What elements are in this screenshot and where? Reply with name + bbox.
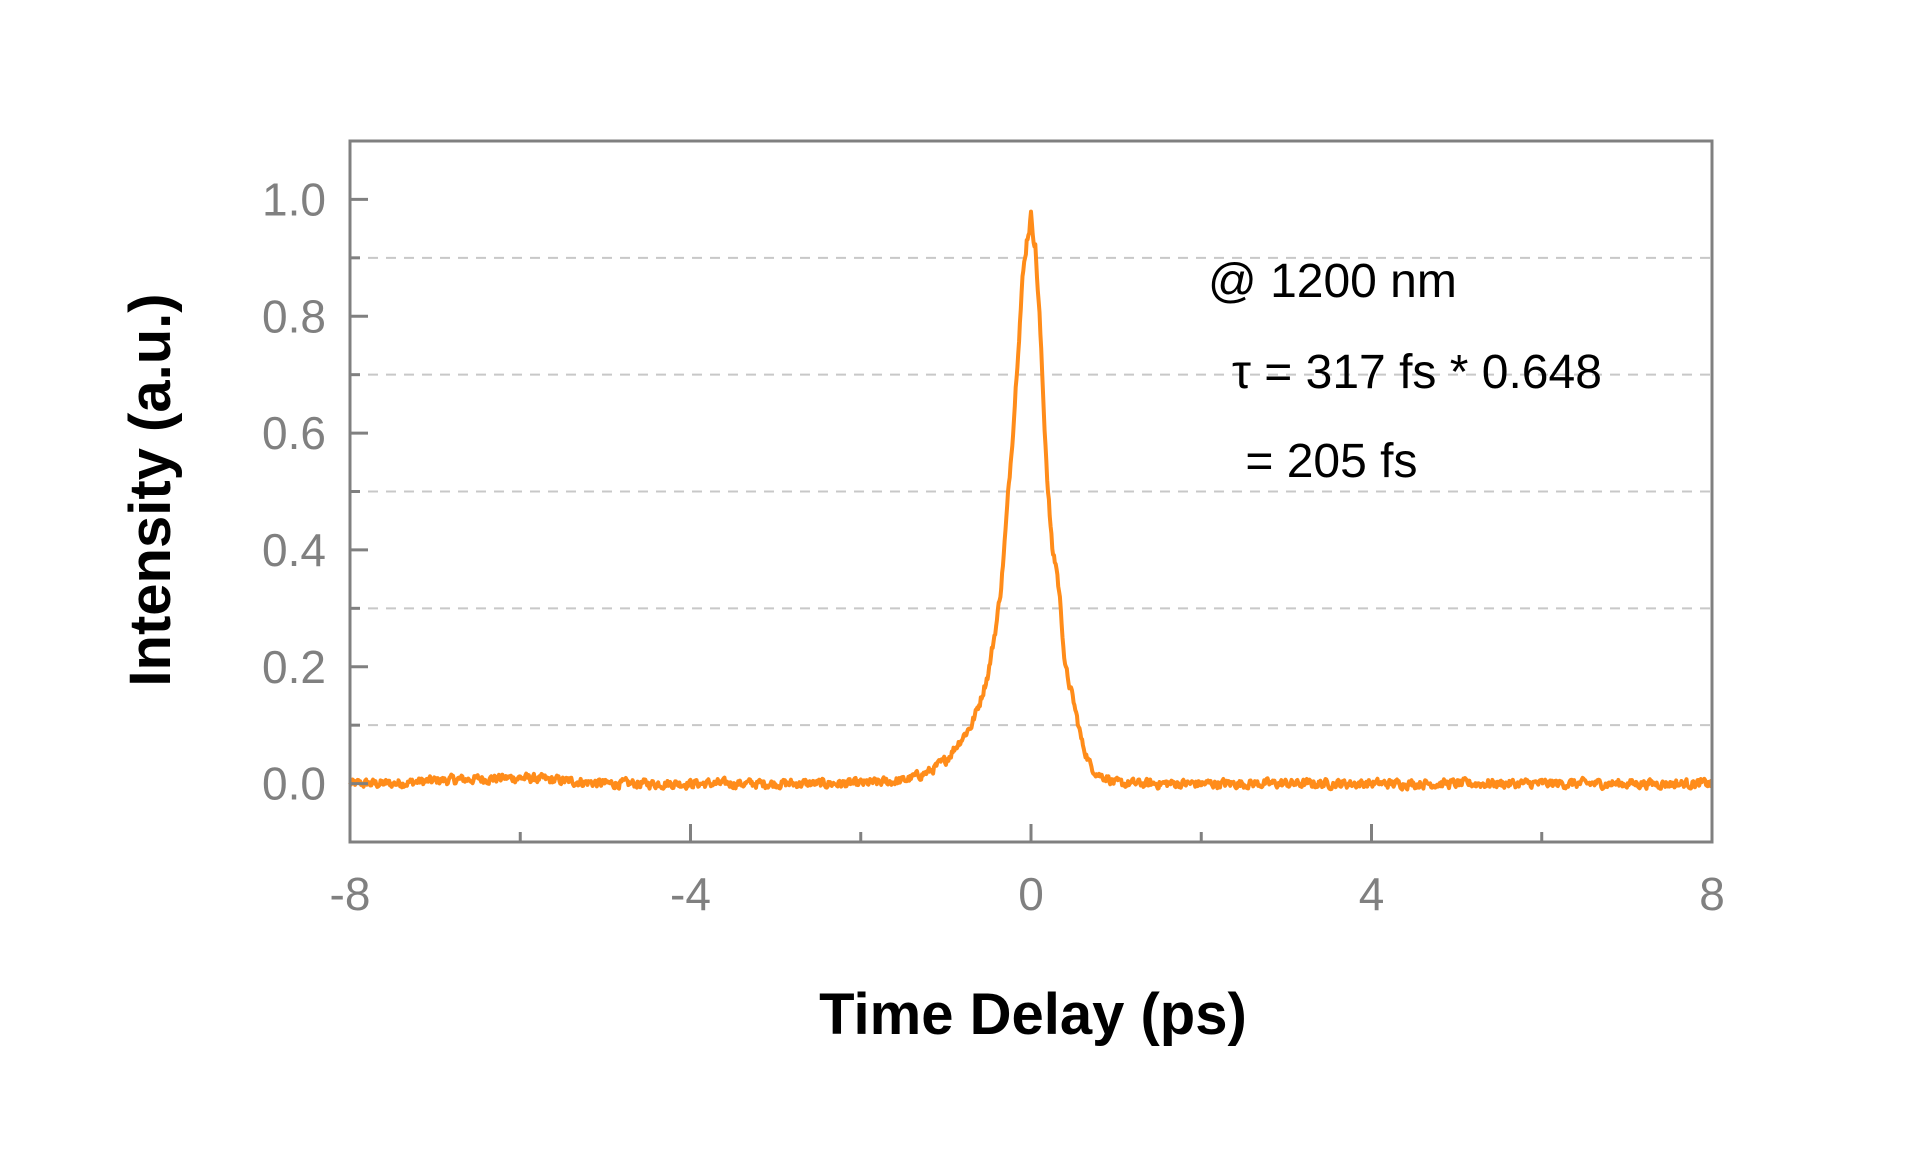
annotation-result: = 205 fs (1232, 435, 1417, 488)
annotation-tau: τ = 317 fs * 0.648 (1232, 346, 1602, 399)
axis-ticks (348, 197, 1714, 842)
x-axis-title: Time Delay (ps) (819, 982, 1247, 1047)
y-tick-label: 0.4 (262, 524, 326, 576)
x-tick-label: 0 (1018, 868, 1044, 920)
x-tick-label: -4 (670, 868, 711, 920)
y-tick-label: 1.0 (262, 173, 326, 225)
annotation-wavelength: @ 1200 nm (1208, 255, 1457, 308)
x-tick-label: 4 (1359, 868, 1385, 920)
x-tick-label: -8 (330, 868, 371, 920)
series-line-autocorrelation (348, 209, 1714, 792)
grid-lines (350, 256, 1712, 727)
y-tick-label: 0.0 (262, 758, 326, 810)
y-tick-labels: 0.0 0.2 0.4 0.6 0.8 1.0 (262, 173, 326, 809)
y-tick-label: 0.6 (262, 407, 326, 459)
y-tick-label: 0.8 (262, 290, 326, 342)
y-axis-title: Intensity (a.u.) (118, 293, 183, 686)
x-tick-label: 8 (1699, 868, 1725, 920)
x-tick-labels: -8 -4 0 4 8 (330, 868, 1725, 920)
y-tick-label: 0.2 (262, 641, 326, 693)
